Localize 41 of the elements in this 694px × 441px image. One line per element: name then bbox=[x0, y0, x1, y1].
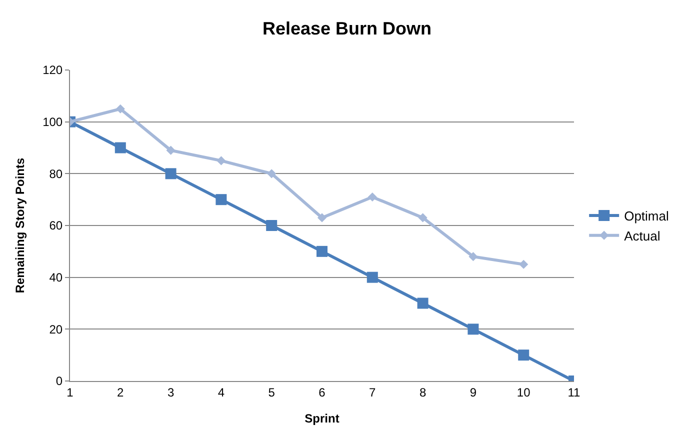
y-tick-label: 100 bbox=[42, 115, 63, 130]
x-tick-label: 6 bbox=[318, 385, 326, 400]
x-tick-label: 7 bbox=[369, 385, 376, 400]
y-tick-label: 0 bbox=[56, 374, 63, 388]
point bbox=[468, 324, 479, 335]
chart-title: Release Burn Down bbox=[262, 18, 432, 39]
x-tick-label: 8 bbox=[419, 385, 426, 400]
point bbox=[267, 169, 276, 178]
point bbox=[519, 260, 528, 269]
point bbox=[116, 104, 125, 114]
x-tick-label: 11 bbox=[568, 385, 581, 400]
point bbox=[316, 246, 328, 257]
x-tick-label: 5 bbox=[268, 385, 276, 400]
point bbox=[366, 272, 378, 283]
point bbox=[266, 220, 278, 231]
point bbox=[216, 156, 226, 166]
point bbox=[317, 213, 327, 222]
y-tick-label: 80 bbox=[49, 166, 63, 181]
x-axis-title: Sprint bbox=[304, 411, 340, 426]
point bbox=[165, 168, 176, 180]
x-tick-label: 9 bbox=[470, 385, 477, 400]
x-tick-label: 10 bbox=[516, 385, 531, 400]
legend-label: Optimal bbox=[624, 208, 669, 224]
y-tick-label: 120 bbox=[42, 63, 63, 78]
point bbox=[468, 252, 478, 262]
x-tick-label: 1 bbox=[66, 385, 74, 400]
y-axis-title: Remaining Story Points bbox=[12, 158, 27, 294]
legend-label: Actual bbox=[624, 228, 660, 244]
x-tick-label: 4 bbox=[218, 385, 225, 400]
point bbox=[114, 142, 126, 154]
y-tick-label: 20 bbox=[49, 322, 63, 336]
y-tick-label: 40 bbox=[49, 270, 63, 285]
point bbox=[418, 213, 428, 222]
x-tick-label: 3 bbox=[167, 385, 174, 400]
y-tick-label: 60 bbox=[49, 218, 63, 233]
point bbox=[368, 192, 377, 202]
x-tick-label: 2 bbox=[117, 385, 124, 400]
point bbox=[216, 194, 227, 206]
point bbox=[417, 298, 428, 309]
point bbox=[166, 146, 176, 155]
point bbox=[518, 350, 530, 361]
